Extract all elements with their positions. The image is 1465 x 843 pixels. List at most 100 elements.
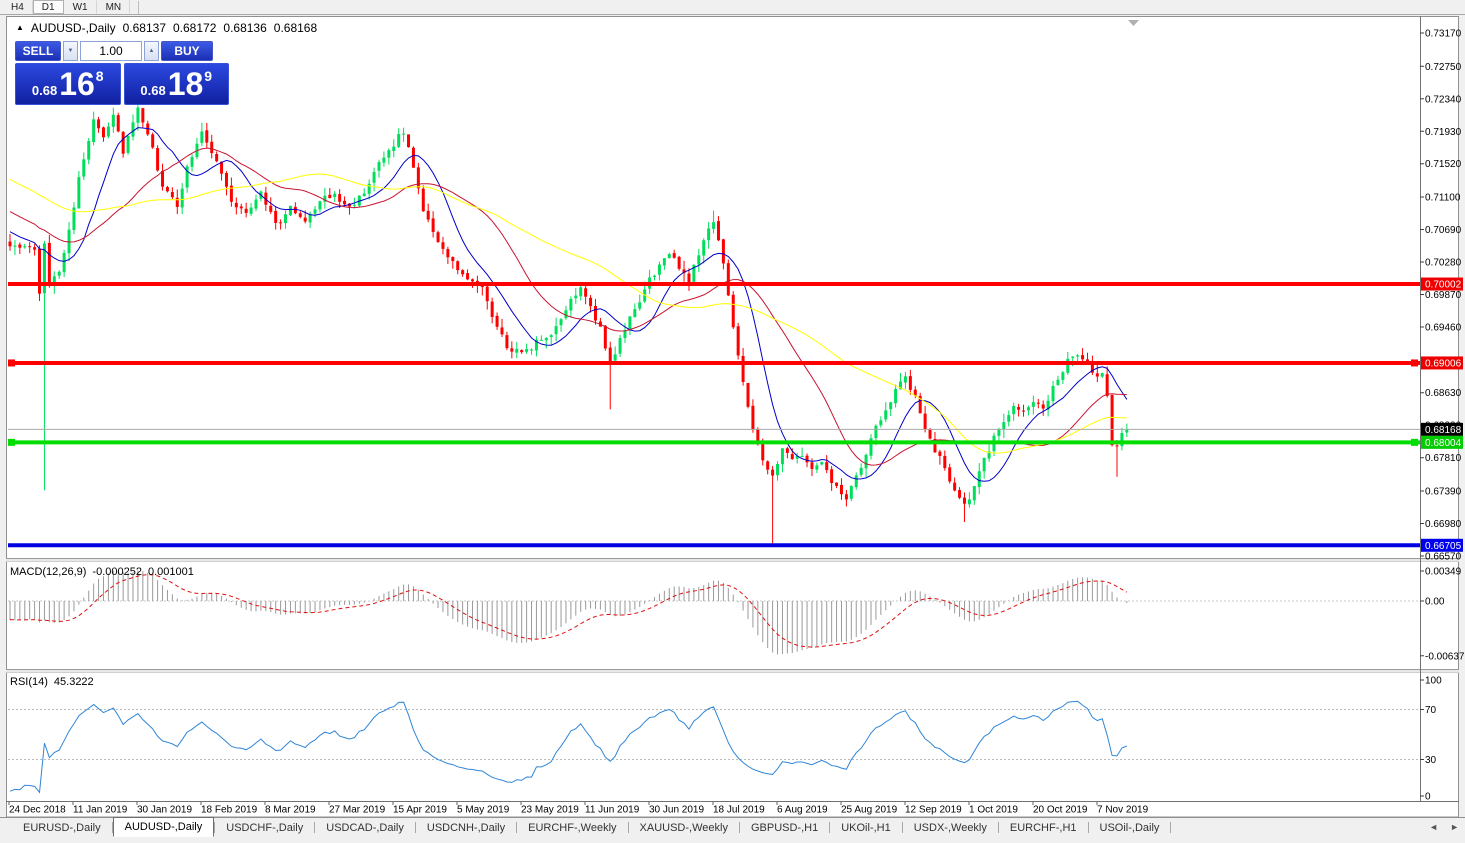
svg-text:12 Sep 2019: 12 Sep 2019 [905, 805, 962, 816]
tab-eurchf-h1[interactable]: EURCHF-,H1 [1009, 822, 1077, 834]
tab-eurchf-weekly[interactable]: EURCHF-,Weekly [528, 822, 617, 834]
sell-price-prefix: 0.68 [31, 83, 58, 98]
rsi-axis[interactable]: 100 70 30 0 [1420, 676, 1442, 803]
chart-shift-marker-icon[interactable] [1128, 20, 1139, 26]
svg-text:0.69006: 0.69006 [1425, 358, 1462, 369]
svg-text:70: 70 [1425, 705, 1437, 716]
svg-text:100: 100 [1425, 676, 1442, 687]
svg-text:5 May 2019: 5 May 2019 [457, 805, 510, 816]
timeframe-button-w1[interactable]: W1 [64, 0, 97, 14]
svg-text:0.66570: 0.66570 [1425, 551, 1462, 562]
hline-0.69006[interactable] [8, 359, 1420, 367]
tab-gbpusd-h1[interactable]: GBPUSD-,H1 [750, 822, 819, 834]
timeframe-button-h4[interactable]: H4 [2, 0, 33, 14]
tab-separator [314, 822, 316, 833]
candlesticks [8, 105, 1129, 544]
chart-tab-bar: EURUSD-,Daily AUDUSD-,Daily USDCHF-,Daily U… [0, 817, 1465, 837]
svg-text:25 Aug 2019: 25 Aug 2019 [841, 805, 898, 816]
buy-price-pip: 9 [204, 68, 213, 84]
pane-splitter[interactable] [6, 669, 1459, 673]
macd-main-value: -0.000252 [92, 566, 142, 578]
tab-separator [738, 822, 740, 833]
svg-text:23 May 2019: 23 May 2019 [521, 805, 579, 816]
tab-separator [414, 822, 416, 833]
svg-text:0.00349: 0.00349 [1425, 567, 1462, 578]
ma-slow-line [9, 173, 1127, 454]
tab-usoil-daily[interactable]: USOil-,Daily [1099, 822, 1160, 834]
macd-axis[interactable]: 0.00349 0.00 -0.00637 [1420, 567, 1465, 663]
tab-ukoil-h1[interactable]: UKOil-,H1 [841, 822, 891, 834]
toolbar-separator [138, 0, 140, 14]
ohlc-high: 0.68172 [173, 21, 217, 35]
tab-separator [829, 822, 831, 833]
chart-canvas[interactable]: 0.73170 0.72750 0.72340 0.71930 0.71520 0.711… [0, 15, 1465, 817]
timeframe-button-d1[interactable]: D1 [32, 0, 64, 14]
tab-usdchf-daily[interactable]: USDCHF-,Daily [226, 822, 304, 834]
svg-text:0.71520: 0.71520 [1425, 159, 1462, 170]
svg-text:0.71930: 0.71930 [1425, 127, 1462, 138]
macd-signal-line [9, 574, 1128, 648]
volume-increase-button[interactable]: ▲ [144, 41, 159, 61]
rsi-indicator-label: RSI(14) 45.3222 [10, 676, 94, 688]
sell-price-big: 16 [59, 66, 95, 102]
svg-text:27 Mar 2019: 27 Mar 2019 [329, 805, 386, 816]
tab-xauusd-weekly[interactable]: XAUUSD-,Weekly [639, 822, 728, 834]
svg-text:30 Jan 2019: 30 Jan 2019 [137, 805, 192, 816]
sell-button[interactable]: SELL [15, 41, 61, 61]
svg-text:0.69460: 0.69460 [1425, 322, 1462, 333]
svg-text:6 Aug 2019: 6 Aug 2019 [777, 805, 828, 816]
svg-text:0: 0 [1425, 792, 1431, 803]
volume-decrease-button[interactable]: ▼ [63, 41, 78, 61]
svg-text:0.70690: 0.70690 [1425, 225, 1462, 236]
timeframe-button-mn[interactable]: MN [97, 0, 131, 14]
up-arrow-icon: ▲ [148, 48, 155, 54]
tab-separator [1170, 822, 1172, 833]
svg-text:11 Jan 2019: 11 Jan 2019 [73, 805, 128, 816]
buy-button[interactable]: BUY [161, 41, 213, 61]
timeframe-toolbar: H4 D1 W1 MN [0, 0, 1465, 15]
svg-text:7 Nov 2019: 7 Nov 2019 [1097, 805, 1149, 816]
tab-usdcad-daily[interactable]: USDCAD-,Daily [326, 822, 404, 834]
svg-text:1 Oct 2019: 1 Oct 2019 [969, 805, 1018, 816]
svg-text:18 Jul 2019: 18 Jul 2019 [713, 805, 765, 816]
chart-symbol-header: ▲ AUDUSD-,Daily 0.68137 0.68172 0.68136 … [16, 21, 317, 35]
buy-price-display[interactable]: 0.68 18 9 [123, 63, 229, 105]
volume-input[interactable] [80, 41, 142, 61]
price-axis[interactable]: 0.73170 0.72750 0.72340 0.71930 0.71520 0.711… [1420, 29, 1462, 563]
tab-separator [516, 822, 518, 833]
date-axis[interactable]: 24 Dec 2018 11 Jan 2019 30 Jan 2019 18 Feb … [8, 802, 1149, 816]
tab-separator [111, 822, 113, 833]
symbol-name: AUDUSD-,Daily [30, 21, 116, 35]
svg-text:0.68004: 0.68004 [1425, 438, 1462, 449]
symbol-marker-icon: ▲ [16, 22, 24, 32]
tab-usdcnh-daily[interactable]: USDCNH-,Daily [426, 822, 506, 834]
tab-audusd-daily[interactable]: AUDUSD-,Daily [112, 817, 215, 837]
tab-separator [1087, 822, 1089, 833]
svg-text:18 Feb 2019: 18 Feb 2019 [201, 805, 258, 816]
scroll-left-icon[interactable]: ◄ [1429, 822, 1439, 832]
one-click-trading-panel: SELL ▼ ▲ BUY 0.68 16 8 0.68 18 9 [15, 41, 229, 105]
svg-text:0.00: 0.00 [1425, 597, 1445, 608]
svg-text:-0.00637: -0.00637 [1425, 651, 1465, 662]
svg-text:0.68168: 0.68168 [1425, 425, 1462, 436]
pane-splitter[interactable] [6, 558, 1459, 562]
macd-histogram [9, 570, 1128, 655]
hline-0.68004[interactable] [8, 438, 1420, 446]
scroll-right-icon[interactable]: ► [1450, 822, 1459, 832]
svg-text:0.66980: 0.66980 [1425, 519, 1462, 530]
svg-text:8 Mar 2019: 8 Mar 2019 [265, 805, 316, 816]
svg-text:0.69870: 0.69870 [1425, 290, 1462, 301]
svg-text:11 Jun 2019: 11 Jun 2019 [585, 805, 640, 816]
svg-text:30: 30 [1425, 755, 1437, 766]
tab-usdx-weekly[interactable]: USDX-,Weekly [913, 822, 987, 834]
macd-signal-value: 0.001001 [147, 566, 194, 578]
tab-scroll-buttons: ◄ ► [1429, 822, 1459, 832]
ohlc-open: 0.68137 [122, 21, 166, 35]
tab-separator [997, 822, 999, 833]
svg-text:20 Oct 2019: 20 Oct 2019 [1033, 805, 1088, 816]
svg-text:30 Jun 2019: 30 Jun 2019 [649, 805, 704, 816]
tab-separator [901, 822, 903, 833]
tab-eurusd-daily[interactable]: EURUSD-,Daily [23, 822, 101, 834]
ohlc-low: 0.68136 [223, 21, 267, 35]
sell-price-display[interactable]: 0.68 16 8 [15, 63, 121, 105]
